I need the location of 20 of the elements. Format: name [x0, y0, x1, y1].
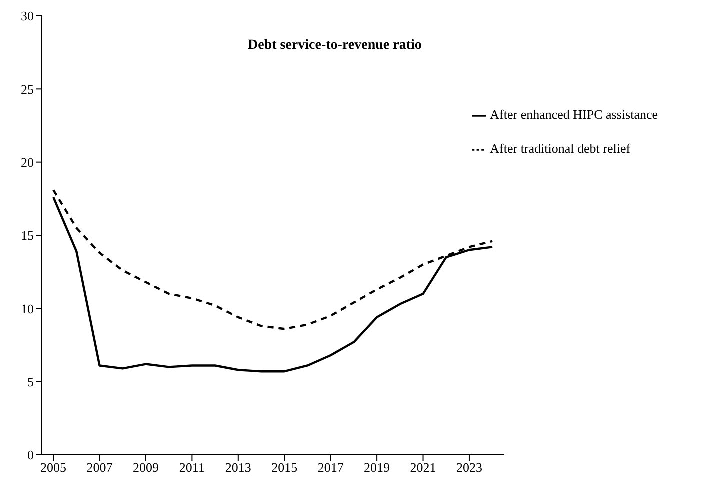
- x-tick-label: 2017: [318, 460, 344, 476]
- x-tick-label: 2015: [272, 460, 298, 476]
- x-tick-label: 2011: [179, 460, 205, 476]
- x-tick-label: 2007: [86, 460, 114, 476]
- legend-label: After enhanced HIPC assistance: [490, 107, 658, 122]
- x-tick-label: 2009: [132, 460, 159, 476]
- text: Debt service-to-revenue ratio: [248, 38, 422, 54]
- y-tick-label: 15: [21, 228, 34, 244]
- y-tick-label: 5: [28, 374, 34, 390]
- legend-label: After traditional debt relief: [490, 141, 631, 156]
- x-tick-label: 2023: [456, 460, 482, 476]
- x-tick-label: 2005: [40, 460, 67, 476]
- y-tick-label: 25: [21, 82, 34, 97]
- y-tick-label: 0: [28, 448, 34, 463]
- x-tick-label: 2013: [225, 460, 252, 476]
- y-tick-label: 30: [21, 8, 34, 24]
- x-tick-label: 2021: [410, 460, 436, 476]
- y-tick-label: 20: [21, 154, 34, 170]
- x-tick-label: 2019: [364, 460, 390, 476]
- y-tick-label: 10: [21, 301, 34, 316]
